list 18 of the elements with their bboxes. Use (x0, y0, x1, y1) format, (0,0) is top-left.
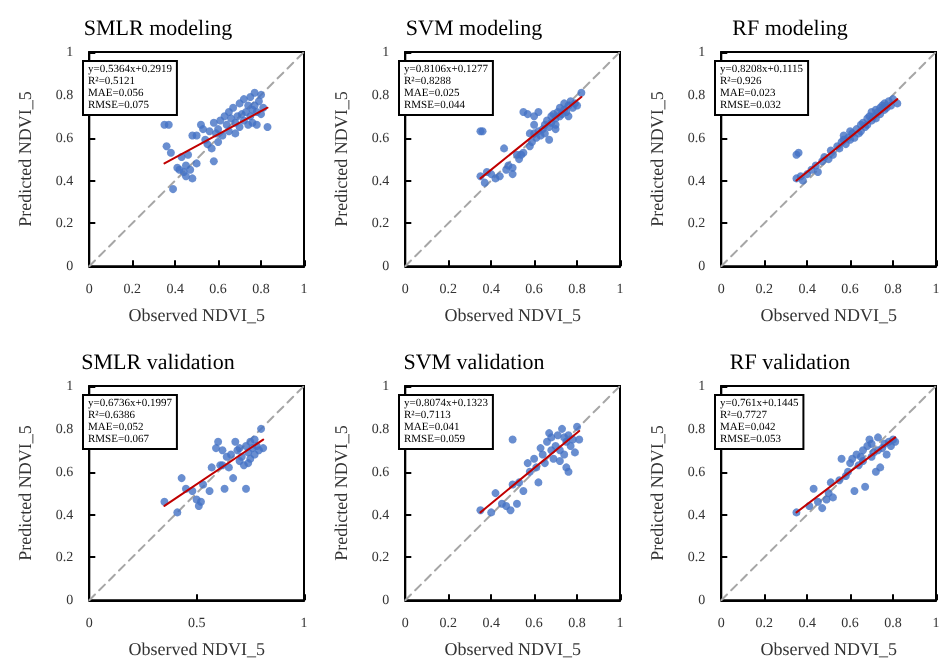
x-axis-title: Observed NDVI_5 (444, 639, 582, 659)
y-axis-title: Predicted NDVI_5 (331, 90, 351, 227)
x-axis-title: Observed NDVI_5 (444, 305, 582, 325)
chart-title: SVM modeling (405, 17, 544, 41)
y-axis-title: Predicted NDVI_5 (647, 424, 667, 561)
chart-title: SMLR modeling (83, 17, 234, 41)
x-axis-title: Observed NDVI_5 (760, 639, 898, 659)
y-axis-title: Predicted NDVI_5 (15, 90, 35, 227)
chart-title: RF validation (729, 351, 852, 375)
chart-title: SVM validation (403, 351, 546, 375)
chart-title: RF modeling (732, 17, 849, 41)
y-axis-title: Predicted NDVI_5 (15, 424, 35, 561)
x-axis-title: Observed NDVI_5 (128, 305, 266, 325)
chart-title: SMLR validation (81, 351, 236, 375)
y-axis-title: Predicted NDVI_5 (331, 424, 351, 561)
x-axis-title: Observed NDVI_5 (760, 305, 898, 325)
x-axis-title: Observed NDVI_5 (128, 639, 266, 659)
y-axis-title: Predicted NDVI_5 (647, 90, 667, 227)
